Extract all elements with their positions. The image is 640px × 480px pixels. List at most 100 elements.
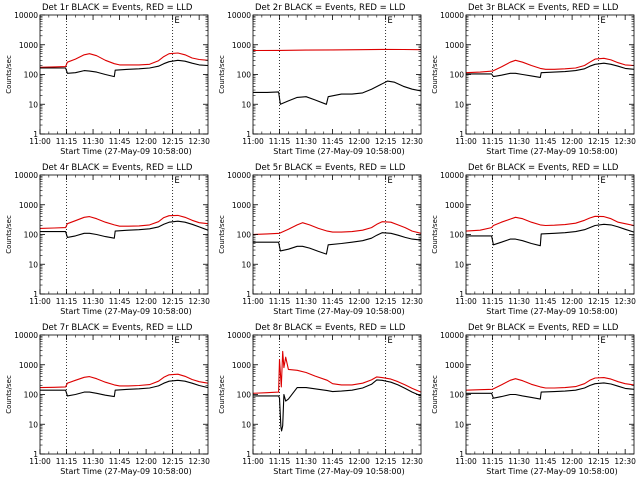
events-series-line — [40, 59, 209, 78]
lld-series-line — [252, 48, 422, 52]
x-tick-label: 11:45 — [535, 137, 557, 146]
x-tick-label: 12:15 — [588, 297, 610, 306]
y-tick-label: 10 — [28, 260, 38, 269]
y-tick-label: 10000 — [227, 331, 251, 340]
x-tick-label: 11:00 — [242, 297, 264, 306]
x-tick-label: 12:00 — [348, 297, 370, 306]
x-axis-label: Start Time (27-May-09 10:58:00) — [60, 467, 191, 476]
x-tick-label: 11:00 — [455, 297, 477, 306]
x-tick-label: 11:00 — [455, 137, 477, 146]
chart-title: Det 6r BLACK = Events, RED = LLD — [468, 163, 619, 173]
event-marker-label: E — [387, 336, 392, 346]
chart-det-8: Det 8r BLACK = Events, RED = LLD 1 10 100 10… — [218, 323, 423, 476]
y-tick-label: 1000 — [445, 41, 464, 50]
y-tick-label: 10 — [241, 420, 251, 429]
x-tick-label: 11:15 — [269, 297, 291, 306]
x-tick-label: 11:45 — [322, 137, 344, 146]
y-tick-label: 100 — [24, 71, 39, 80]
events-series-line — [466, 223, 635, 247]
x-tick-label: 11:30 — [295, 137, 317, 146]
x-tick-label: 12:30 — [401, 457, 423, 466]
y-tick-label: 10000 — [440, 331, 464, 340]
y-tick-label: 100 — [450, 391, 465, 400]
x-tick-label: 12:30 — [188, 297, 210, 306]
event-marker-label: E — [600, 176, 605, 186]
x-axis-label: Start Time (27-May-09 10:58:00) — [273, 467, 404, 476]
y-tick-label: 100 — [237, 231, 252, 240]
chart-det-2: Det 2r BLACK = Events, RED = LLD 1 10 100 10… — [218, 3, 423, 156]
x-tick-label: 12:00 — [561, 137, 583, 146]
x-tick-label: 12:15 — [162, 297, 184, 306]
x-axis-label: Start Time (27-May-09 10:58:00) — [486, 467, 617, 476]
y-tick-label: 10 — [28, 420, 38, 429]
chart-title: Det 5r BLACK = Events, RED = LLD — [255, 163, 406, 173]
x-axis-label: Start Time (27-May-09 10:58:00) — [60, 147, 191, 156]
x-tick-label: 12:00 — [135, 297, 157, 306]
y-tick-label: 10000 — [440, 11, 464, 20]
events-series-line — [40, 220, 209, 239]
event-marker-label: E — [600, 16, 605, 26]
y-tick-label: 100 — [450, 231, 465, 240]
x-tick-label: 11:30 — [295, 297, 317, 306]
chart-det-6: Det 6r BLACK = Events, RED = LLD 1 10 100 10… — [431, 163, 636, 316]
chart-title: Det 8r BLACK = Events, RED = LLD — [255, 323, 406, 333]
x-tick-label: 12:15 — [588, 137, 610, 146]
x-tick-label: 11:15 — [56, 297, 78, 306]
x-tick-label: 11:30 — [82, 297, 104, 306]
x-tick-label: 11:00 — [242, 137, 264, 146]
y-tick-label: 1000 — [445, 201, 464, 210]
chart-title: Det 9r BLACK = Events, RED = LLD — [468, 323, 619, 333]
y-tick-label: 1 — [459, 130, 464, 139]
x-tick-label: 12:30 — [188, 457, 210, 466]
y-tick-label: 100 — [450, 71, 465, 80]
x-tick-label: 12:15 — [375, 137, 397, 146]
y-tick-label: 100 — [24, 231, 39, 240]
y-axis-label: Counts/sec — [5, 375, 13, 414]
x-tick-label: 12:15 — [375, 457, 397, 466]
y-tick-label: 1 — [246, 290, 251, 299]
lld-series-line — [39, 52, 209, 68]
x-tick-label: 12:00 — [561, 457, 583, 466]
x-tick-label: 11:30 — [295, 457, 317, 466]
events-series-line — [253, 232, 422, 255]
y-tick-label: 10000 — [14, 11, 38, 20]
x-tick-label: 11:15 — [269, 137, 291, 146]
events-series-line — [253, 379, 422, 432]
events-series-line — [253, 80, 422, 105]
chart-det-5: Det 5r BLACK = Events, RED = LLD 1 10 100 10… — [218, 163, 423, 316]
chart-det-4: Det 4r BLACK = Events, RED = LLD 1 10 100 10… — [5, 163, 210, 316]
y-axis-label: Counts/sec — [218, 215, 226, 254]
x-tick-label: 11:15 — [482, 137, 504, 146]
x-tick-label: 11:30 — [508, 457, 530, 466]
lld-series-line — [465, 377, 635, 391]
y-tick-label: 10 — [241, 100, 251, 109]
y-tick-label: 1 — [246, 130, 251, 139]
chart-title: Det 1r BLACK = Events, RED = LLD — [42, 3, 193, 13]
x-tick-label: 12:30 — [614, 457, 636, 466]
x-axis-label: Start Time (27-May-09 10:58:00) — [486, 147, 617, 156]
y-axis-label: Counts/sec — [5, 215, 13, 254]
x-tick-label: 12:00 — [561, 297, 583, 306]
y-tick-label: 100 — [237, 391, 252, 400]
chart-title: Det 2r BLACK = Events, RED = LLD — [255, 3, 406, 13]
y-tick-label: 1000 — [232, 201, 251, 210]
x-tick-label: 11:30 — [82, 457, 104, 466]
chart-det-9: Det 9r BLACK = Events, RED = LLD 1 10 100 10… — [431, 323, 636, 476]
y-tick-label: 10 — [241, 260, 251, 269]
y-tick-label: 10 — [28, 100, 38, 109]
y-axis-label: Counts/sec — [431, 215, 439, 254]
lld-series-line — [252, 221, 422, 236]
x-tick-label: 11:15 — [482, 297, 504, 306]
x-tick-label: 12:30 — [614, 297, 636, 306]
event-marker-label: E — [387, 16, 392, 26]
y-tick-label: 1 — [33, 290, 38, 299]
y-axis-label: Counts/sec — [218, 375, 226, 414]
x-tick-label: 11:45 — [322, 297, 344, 306]
chart-title: Det 7r BLACK = Events, RED = LLD — [42, 323, 193, 333]
x-tick-label: 12:30 — [188, 137, 210, 146]
x-tick-label: 11:30 — [508, 297, 530, 306]
event-marker-label: E — [174, 16, 179, 26]
chart-det-3: Det 3r BLACK = Events, RED = LLD 1 10 100 10… — [431, 3, 636, 156]
